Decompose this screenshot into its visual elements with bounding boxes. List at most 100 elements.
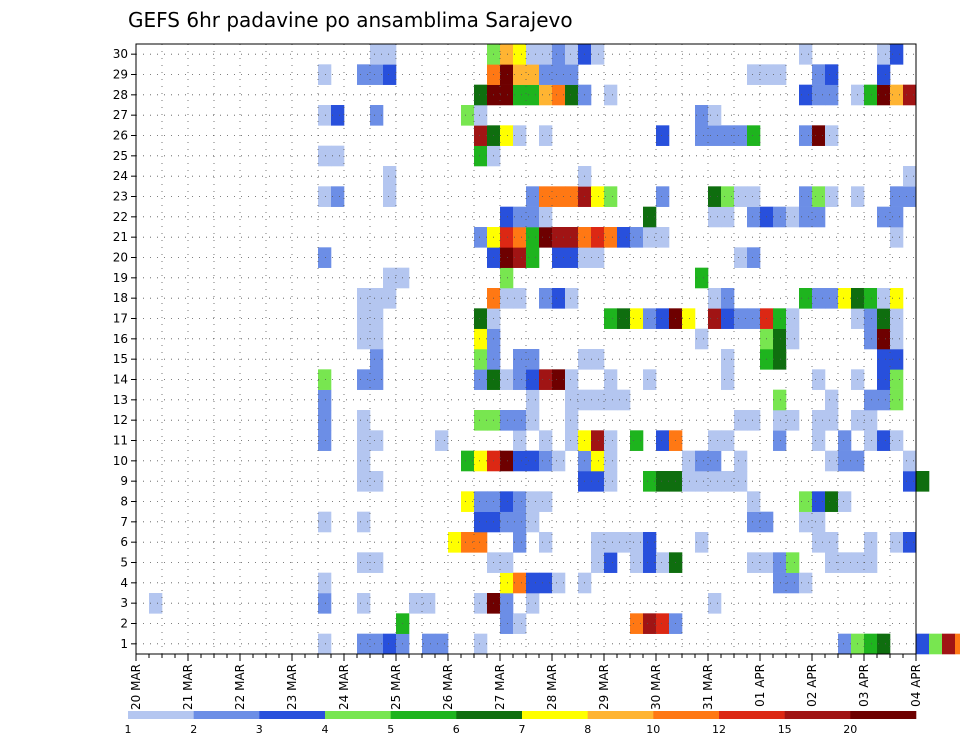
heatmap-cell	[318, 410, 332, 431]
legend-label: 6	[453, 723, 460, 736]
heatmap-cell	[565, 430, 579, 451]
heatmap-cell	[500, 572, 514, 594]
heatmap-cell	[526, 389, 540, 411]
heatmap-cell	[500, 410, 514, 431]
heatmap-cell	[708, 125, 722, 146]
heatmap-cell	[461, 105, 475, 126]
x-tick-label: 23 MAR	[285, 664, 299, 710]
x-tick-label: 20 MAR	[129, 664, 143, 710]
heatmap-cell	[539, 84, 553, 106]
heatmap-cell	[825, 450, 839, 472]
y-tick-label: 4	[120, 576, 128, 590]
heatmap-cell	[825, 410, 839, 431]
heatmap-cell	[331, 186, 345, 207]
heatmap-cell	[734, 308, 748, 329]
heatmap-cell	[825, 125, 839, 146]
heatmap-cell	[552, 450, 566, 472]
heatmap-cell	[591, 227, 605, 248]
heatmap-cell	[565, 186, 579, 207]
heatmap-cell	[825, 389, 839, 411]
heatmap-cell	[435, 633, 449, 655]
y-tick-label: 17	[113, 312, 128, 326]
legend-swatch	[653, 711, 720, 719]
heatmap-cell	[318, 247, 332, 268]
heatmap-cell	[500, 491, 514, 512]
heatmap-cell	[565, 369, 579, 390]
heatmap-cell	[604, 227, 618, 248]
heatmap-cell	[383, 186, 397, 207]
heatmap-cell	[747, 206, 761, 228]
heatmap-cell	[513, 206, 527, 228]
heatmap-cell	[721, 430, 735, 451]
heatmap-cell	[734, 186, 748, 207]
heatmap-cell	[591, 471, 605, 492]
legend-swatch	[587, 711, 654, 719]
heatmap-cell	[890, 369, 904, 390]
legend-label: 15	[778, 723, 792, 736]
heatmap-cell	[448, 532, 462, 553]
x-tick-label: 25 MAR	[389, 664, 403, 710]
heatmap-cell	[513, 227, 527, 248]
heatmap-cell	[526, 206, 540, 228]
heatmap-cell	[500, 613, 514, 634]
heatmap-cell	[773, 328, 787, 350]
y-tick-label: 29	[113, 68, 128, 82]
heatmap-cell	[604, 84, 618, 106]
heatmap-cell	[357, 410, 371, 431]
heatmap-cell	[526, 84, 540, 106]
heatmap-cell	[656, 227, 670, 248]
y-tick-label: 26	[113, 129, 128, 143]
heatmap-cell	[513, 64, 527, 85]
heatmap-cell	[682, 308, 696, 329]
heatmap-cell	[721, 125, 735, 146]
heatmap-cell	[565, 410, 579, 431]
legend-swatch	[719, 711, 785, 719]
heatmap-cell	[318, 633, 332, 655]
heatmap-cell	[864, 532, 878, 553]
heatmap-cell	[526, 511, 540, 533]
heatmap-cell	[513, 532, 527, 553]
heatmap-cell	[591, 349, 605, 370]
heatmap-cell	[812, 84, 826, 106]
heatmap-cell	[500, 64, 514, 85]
heatmap-cell	[799, 186, 813, 207]
heatmap-cell	[838, 491, 852, 512]
legend-swatch	[128, 711, 194, 719]
heatmap-cell	[825, 186, 839, 207]
legend-label: 3	[256, 723, 263, 736]
heatmap-cell	[721, 308, 735, 329]
heatmap-cell	[513, 430, 527, 451]
heatmap-cell	[591, 430, 605, 451]
heatmap-cell	[643, 227, 657, 248]
legend-swatch	[784, 711, 851, 719]
heatmap-cell	[500, 44, 514, 65]
heatmap-cell	[799, 84, 813, 106]
heatmap-cell	[474, 633, 488, 655]
heatmap-cell	[877, 633, 891, 655]
heatmap-cell	[890, 328, 904, 350]
heatmap-cell	[734, 247, 748, 268]
heatmap-cell	[747, 552, 761, 573]
y-tick-label: 12	[113, 413, 128, 427]
heatmap-cell	[552, 572, 566, 594]
heatmap-cell	[643, 532, 657, 553]
heatmap-cell	[877, 349, 891, 370]
heatmap-cell	[747, 125, 761, 146]
y-tick-label: 25	[113, 149, 128, 163]
heatmap-cell	[526, 572, 540, 594]
heatmap-cell	[539, 186, 553, 207]
heatmap-cell	[877, 84, 891, 106]
heatmap-cell	[318, 389, 332, 411]
y-tick-label: 23	[113, 190, 128, 204]
heatmap-cell	[877, 430, 891, 451]
heatmap-cell	[903, 471, 917, 492]
heatmap-cell	[357, 593, 371, 614]
legend-swatch	[390, 711, 457, 719]
heatmap-cell	[500, 369, 514, 390]
x-tick-label: 24 MAR	[337, 664, 351, 710]
heatmap-cell	[526, 44, 540, 65]
heatmap-cell	[461, 450, 475, 472]
y-tick-label: 18	[113, 291, 128, 305]
heatmap-cell	[331, 145, 345, 167]
